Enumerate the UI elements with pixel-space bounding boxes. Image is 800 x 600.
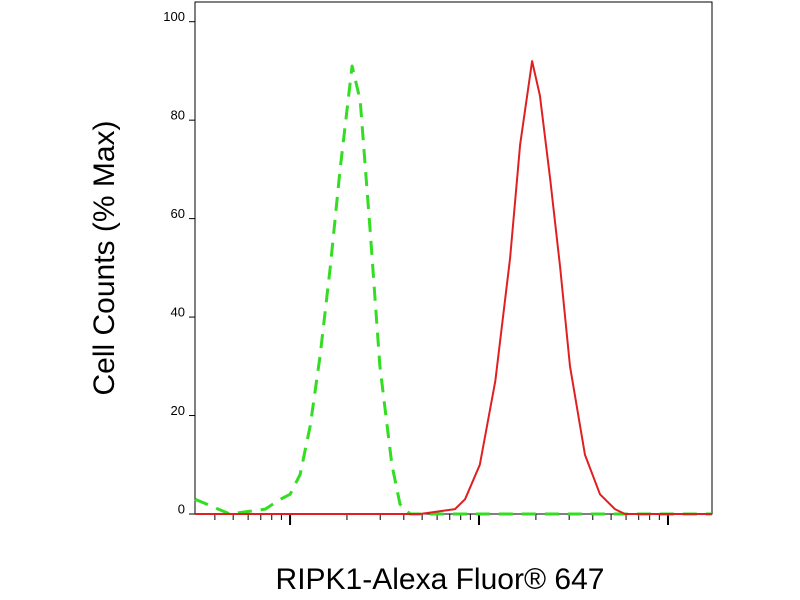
y-tick-label: 60 [171, 206, 185, 221]
y-tick-label: 80 [171, 108, 185, 123]
y-tick-label: 0 [178, 501, 185, 516]
y-tick-label: 40 [171, 305, 185, 320]
y-tick-label: 20 [171, 403, 185, 418]
series-line [194, 64, 712, 516]
series-line [195, 60, 712, 515]
y-tick-label: 100 [163, 9, 185, 24]
x-axis-label: RIPK1-Alexa Fluor® 647 [276, 563, 605, 596]
y-axis-label: Cell Counts (% Max) [88, 120, 121, 395]
plot-frame [194, 1, 713, 515]
